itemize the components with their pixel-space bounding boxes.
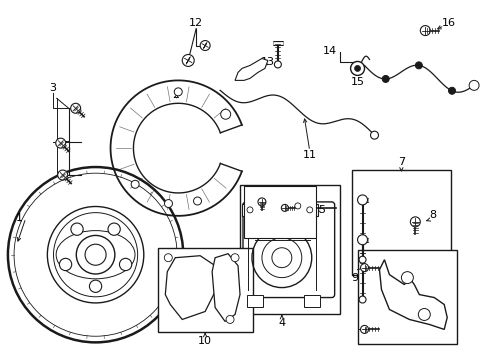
- Text: 12: 12: [189, 18, 203, 28]
- Circle shape: [307, 207, 313, 213]
- Circle shape: [71, 223, 83, 235]
- Text: 16: 16: [442, 18, 456, 28]
- Circle shape: [85, 244, 106, 265]
- Text: 11: 11: [303, 150, 317, 160]
- Circle shape: [165, 199, 172, 207]
- Circle shape: [58, 170, 68, 180]
- Circle shape: [247, 207, 253, 213]
- Circle shape: [361, 325, 368, 333]
- Circle shape: [56, 138, 66, 148]
- Circle shape: [220, 109, 231, 119]
- Circle shape: [108, 223, 120, 235]
- Circle shape: [359, 296, 366, 303]
- Text: 10: 10: [198, 336, 212, 346]
- Circle shape: [131, 180, 139, 188]
- Circle shape: [355, 66, 361, 71]
- Text: 4: 4: [278, 319, 285, 328]
- Circle shape: [231, 254, 239, 262]
- Circle shape: [382, 76, 389, 82]
- Circle shape: [258, 198, 266, 206]
- Circle shape: [401, 272, 414, 284]
- Circle shape: [164, 254, 172, 262]
- Text: 7: 7: [398, 157, 405, 167]
- Circle shape: [71, 103, 81, 113]
- Bar: [240, 185, 340, 315]
- Text: 8: 8: [430, 210, 437, 220]
- Bar: [242, 204, 258, 216]
- Text: 15: 15: [350, 77, 365, 87]
- Circle shape: [226, 315, 234, 323]
- Circle shape: [416, 62, 422, 69]
- Circle shape: [76, 235, 115, 274]
- Circle shape: [272, 248, 292, 268]
- Circle shape: [358, 195, 368, 205]
- Polygon shape: [235, 58, 268, 80]
- Text: 9: 9: [351, 273, 358, 283]
- Circle shape: [281, 204, 288, 211]
- Polygon shape: [212, 254, 240, 321]
- Circle shape: [182, 54, 194, 67]
- Circle shape: [274, 61, 281, 68]
- Bar: [352, 170, 451, 275]
- Text: 6: 6: [254, 191, 262, 201]
- Circle shape: [361, 264, 368, 272]
- Circle shape: [418, 309, 430, 320]
- Circle shape: [350, 62, 365, 75]
- Bar: [158, 248, 253, 332]
- Circle shape: [469, 80, 479, 90]
- Circle shape: [420, 26, 430, 36]
- Bar: [304, 294, 319, 306]
- Text: 13: 13: [261, 58, 275, 67]
- Circle shape: [295, 203, 301, 209]
- Text: 14: 14: [322, 45, 337, 55]
- Text: 1: 1: [15, 213, 23, 223]
- Circle shape: [194, 197, 201, 205]
- Circle shape: [448, 87, 456, 94]
- Bar: [247, 294, 263, 306]
- Circle shape: [174, 88, 182, 96]
- Circle shape: [370, 131, 378, 139]
- Bar: [302, 204, 318, 216]
- Text: 3: 3: [49, 84, 56, 93]
- Polygon shape: [165, 256, 218, 319]
- Text: 2: 2: [172, 90, 179, 100]
- Circle shape: [358, 235, 368, 245]
- Circle shape: [200, 41, 210, 50]
- Bar: [358, 250, 457, 345]
- Circle shape: [410, 217, 420, 227]
- Circle shape: [359, 256, 366, 263]
- Bar: [244, 186, 316, 238]
- Text: 5: 5: [318, 205, 325, 215]
- Circle shape: [90, 280, 102, 292]
- FancyBboxPatch shape: [243, 202, 335, 298]
- Polygon shape: [379, 260, 447, 329]
- Circle shape: [59, 258, 72, 271]
- Circle shape: [120, 258, 132, 271]
